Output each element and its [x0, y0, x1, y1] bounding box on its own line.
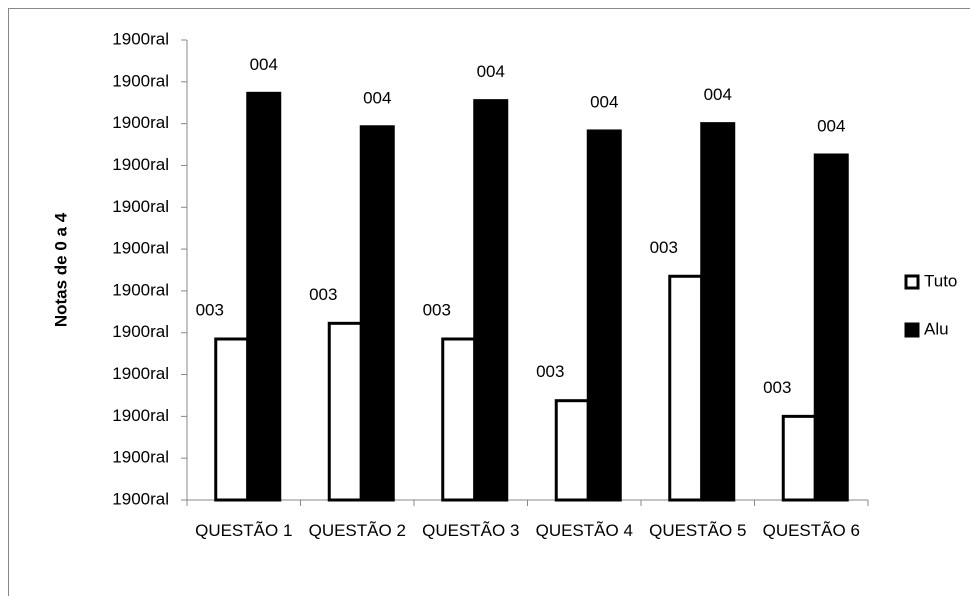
- y-tick-label: 1900ral: [112, 113, 169, 132]
- legend-label: Tuto: [924, 271, 957, 290]
- bar: [246, 91, 282, 502]
- y-tick-label: 1900ral: [112, 322, 169, 341]
- legend-swatch: [904, 322, 920, 338]
- data-label: 003: [196, 300, 224, 319]
- x-tick-label: QUESTÃO 5: [649, 521, 747, 540]
- data-label: 003: [536, 362, 564, 381]
- legend-label: Alu: [924, 319, 949, 338]
- y-tick-label: 1900ral: [112, 197, 169, 216]
- y-tick-label: 1900ral: [112, 29, 169, 48]
- bar: [700, 122, 736, 502]
- x-tick-label: QUESTÃO 3: [422, 521, 520, 540]
- chart-border: [8, 8, 970, 596]
- bar: [359, 125, 395, 502]
- y-tick-label: 1900ral: [112, 71, 169, 90]
- data-label: 003: [763, 378, 791, 397]
- y-tick-label: 1900ral: [112, 280, 169, 299]
- data-label: 004: [817, 116, 845, 135]
- y-tick-label: 1900ral: [112, 448, 169, 467]
- x-tick-label: QUESTÃO 1: [195, 521, 293, 540]
- bar: [554, 399, 590, 502]
- y-tick-label: 1900ral: [112, 489, 169, 508]
- y-axis-title: Notas de 0 a 4: [51, 212, 70, 327]
- data-label: 004: [250, 55, 278, 74]
- data-label: 004: [590, 92, 618, 111]
- x-tick-label: QUESTÃO 2: [308, 521, 406, 540]
- y-tick-label: 1900ral: [112, 364, 169, 383]
- bar: [214, 337, 250, 502]
- bar: [586, 129, 622, 502]
- y-tick-label: 1900ral: [112, 406, 169, 425]
- bar: [781, 414, 817, 502]
- bar: [327, 321, 363, 502]
- data-label: 004: [363, 88, 391, 107]
- data-label: 004: [704, 85, 732, 104]
- bar: [668, 274, 704, 502]
- data-label: 003: [309, 285, 337, 304]
- data-label: 004: [477, 62, 505, 81]
- bar: [441, 337, 477, 502]
- data-label: 003: [650, 238, 678, 257]
- x-tick-label: QUESTÃO 6: [762, 521, 860, 540]
- legend-swatch: [904, 274, 920, 290]
- bar: [473, 99, 509, 502]
- y-tick-label: 1900ral: [112, 155, 169, 174]
- y-tick-label: 1900ral: [112, 239, 169, 258]
- bar: [813, 153, 849, 502]
- x-tick-label: QUESTÃO 4: [535, 521, 633, 540]
- data-label: 003: [423, 300, 451, 319]
